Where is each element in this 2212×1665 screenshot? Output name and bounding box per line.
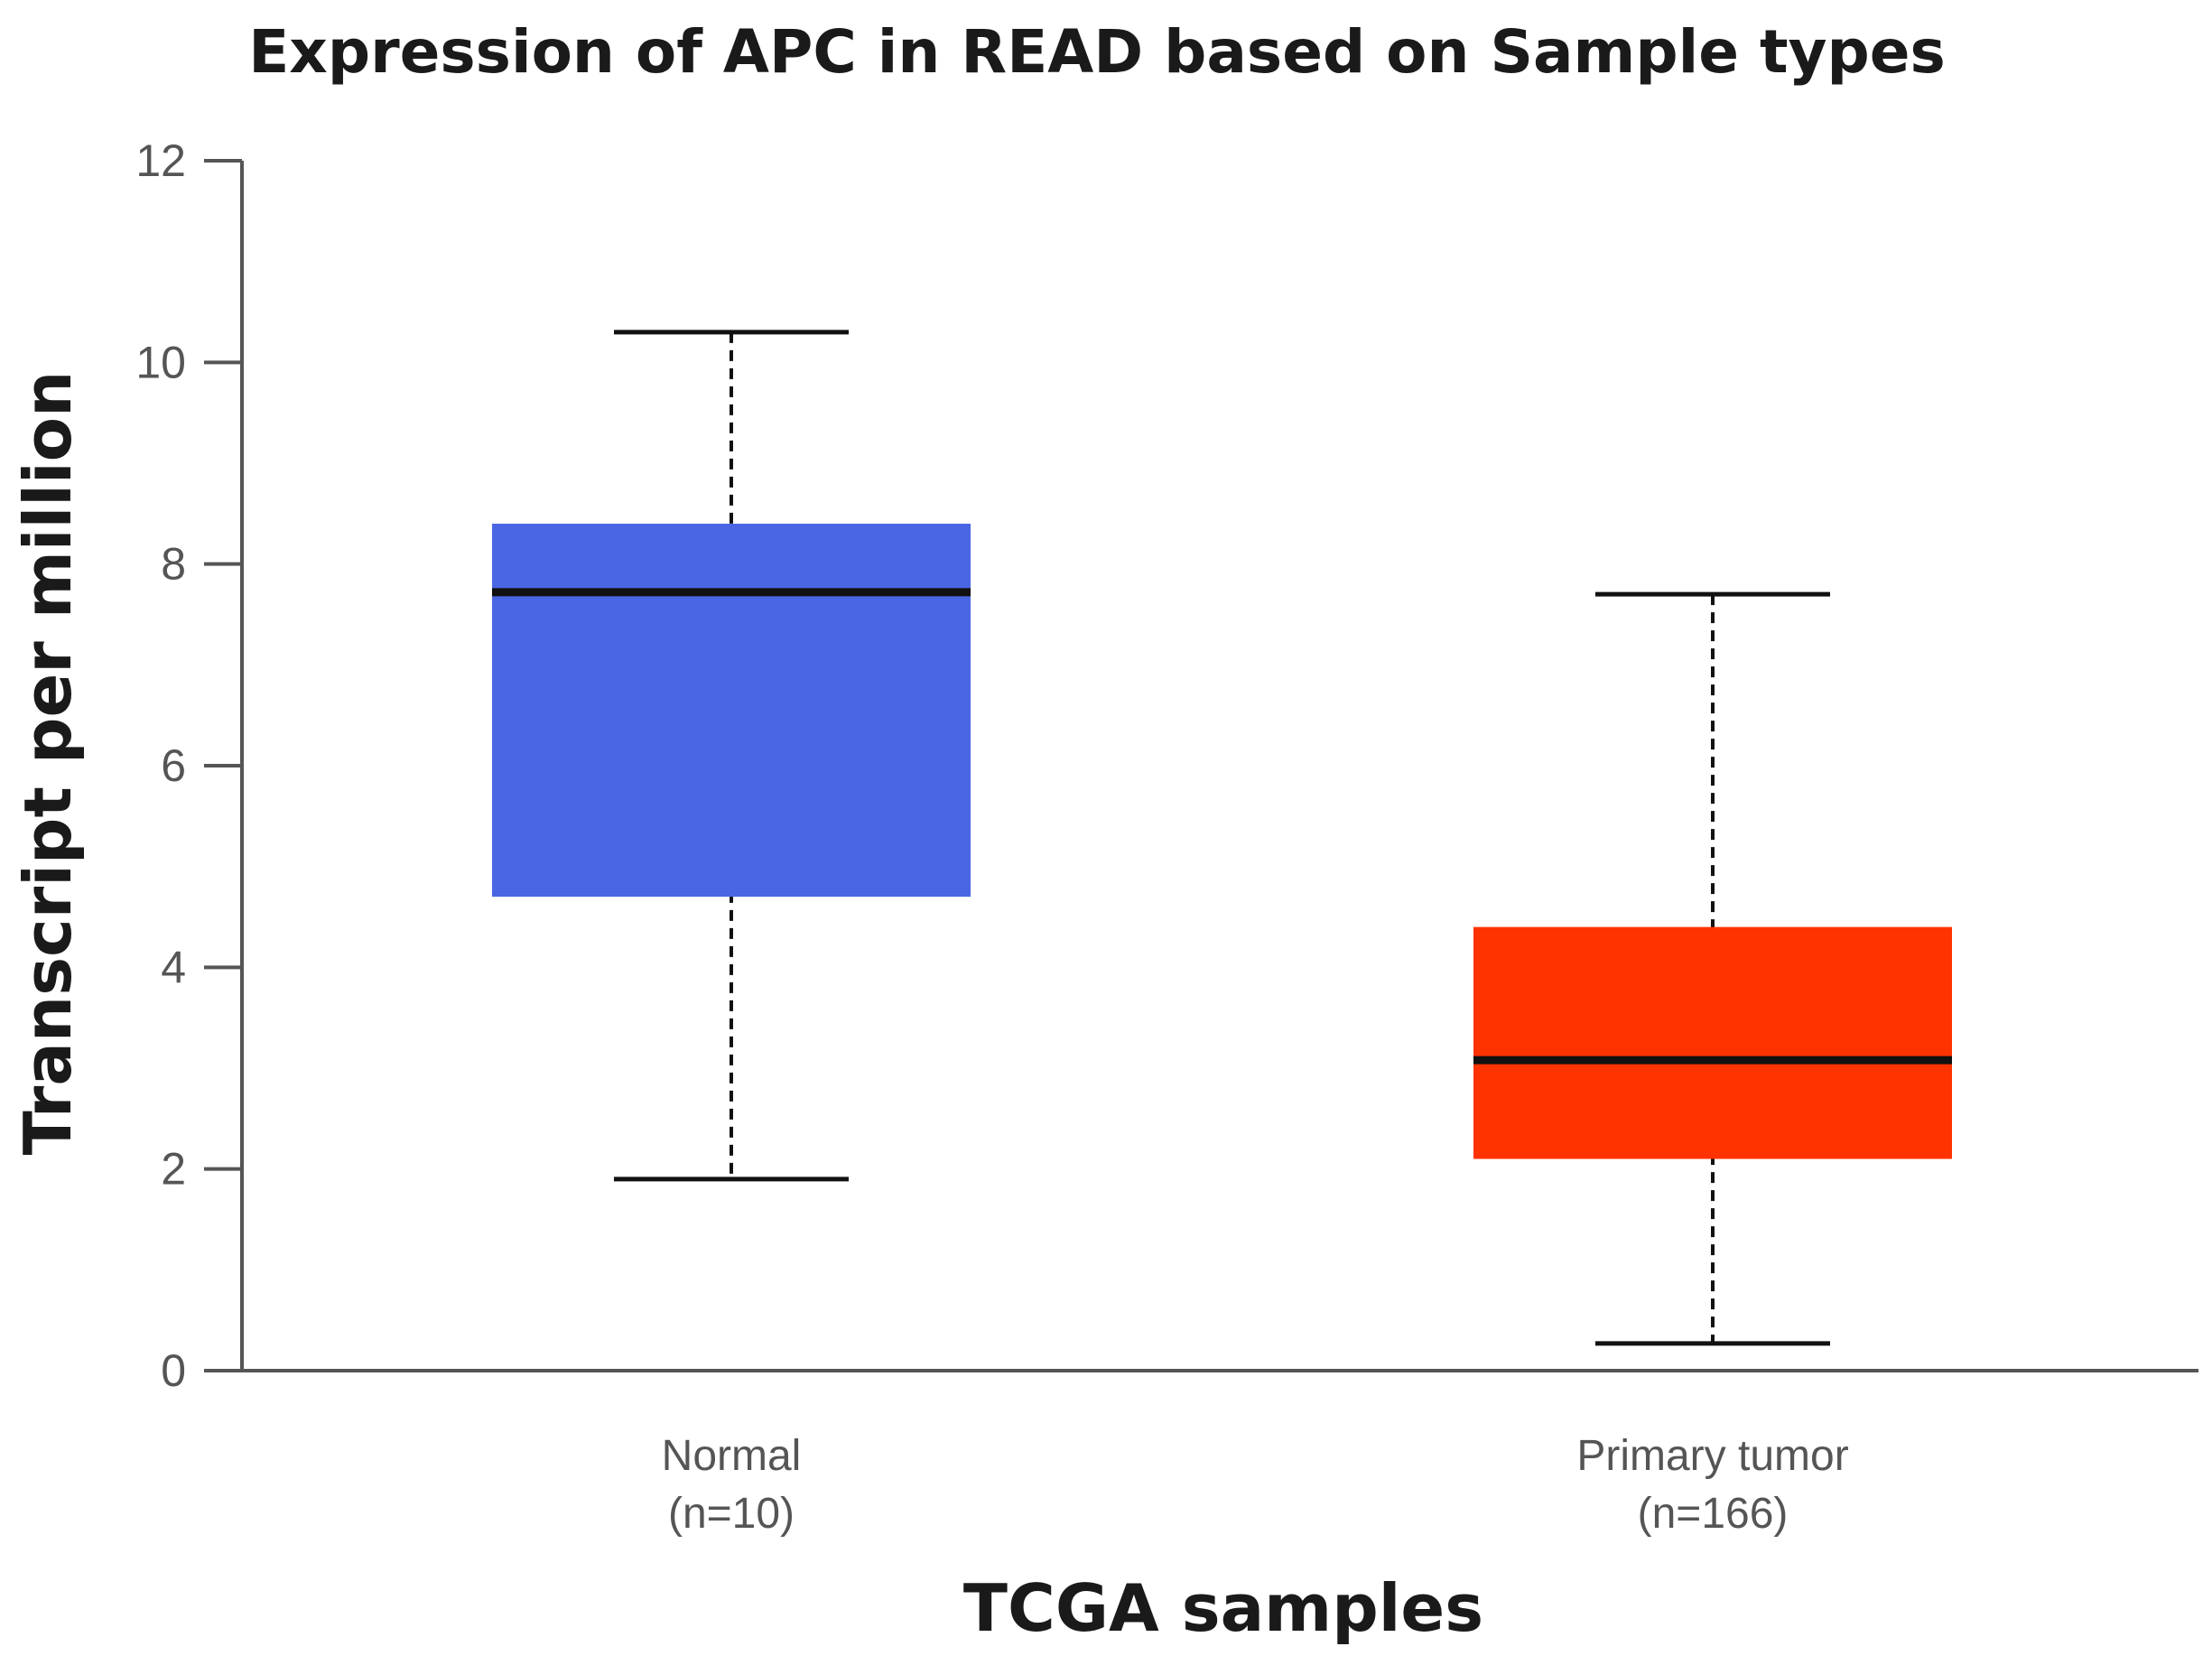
y-tick-label: 6 xyxy=(161,740,186,791)
x-axis-title: TCGA samples xyxy=(963,1570,1483,1646)
category-label: Primary tumor xyxy=(1576,1432,1848,1480)
y-tick-label: 4 xyxy=(161,942,186,992)
category-labels: Normal (n=10) Primary tumor (n=166) xyxy=(662,1432,1849,1538)
y-tick-label: 2 xyxy=(161,1144,186,1195)
box-group xyxy=(1473,591,1952,1346)
y-tick-label: 8 xyxy=(161,539,186,590)
category-count-label: (n=10) xyxy=(668,1490,795,1538)
chart-title: Expression of APC in READ based on Sampl… xyxy=(248,17,1946,87)
y-axis: 0 2 4 6 8 10 12 xyxy=(135,135,244,1396)
category-label: Normal xyxy=(662,1432,802,1480)
category-count-label: (n=166) xyxy=(1638,1490,1789,1538)
y-tick-label: 12 xyxy=(135,135,186,186)
box-series xyxy=(492,330,1952,1346)
iqr-box xyxy=(1473,926,1952,1159)
y-tick-label: 0 xyxy=(161,1345,186,1396)
y-axis-title: Transcript per million xyxy=(10,371,86,1156)
iqr-box xyxy=(492,524,971,898)
box-group xyxy=(492,330,971,1182)
y-tick-label: 10 xyxy=(135,337,186,387)
